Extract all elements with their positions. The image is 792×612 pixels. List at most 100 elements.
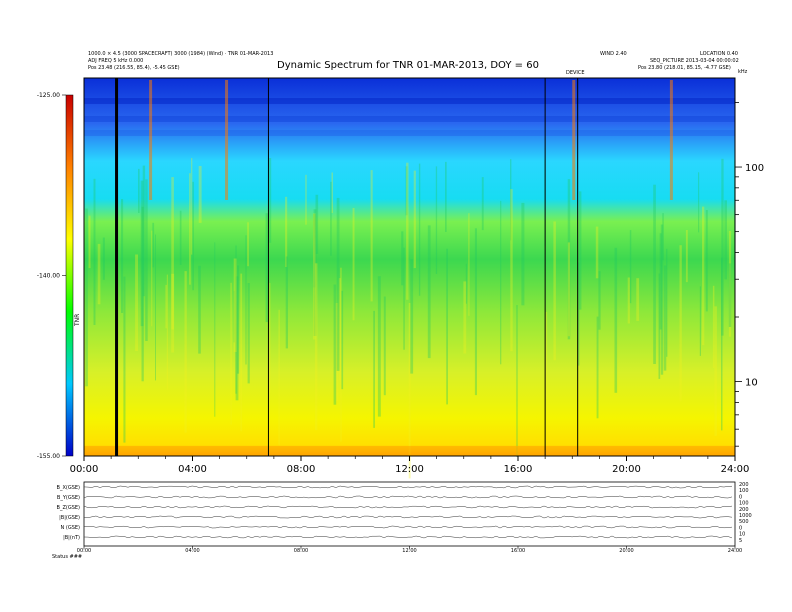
bottom-right-tick-label: 500 [739, 519, 749, 525]
spectrogram-streak [567, 242, 570, 337]
spectrogram-streak [305, 174, 307, 225]
spectrogram-streak [406, 162, 409, 300]
header-right-line4: Pos 23.80 (218.01, 85.15, -4.77 GSE) [638, 65, 731, 71]
x-tick-label: 12:00 [395, 464, 424, 475]
y-top-label: kHz [738, 69, 748, 75]
bottom-panel-frame [83, 481, 736, 547]
spectrogram-streak [313, 213, 316, 340]
spectrogram-features [84, 80, 736, 479]
y-tick-label: 100 [745, 163, 764, 174]
spectrogram-streak [721, 257, 723, 431]
spectrogram-streak [418, 163, 421, 296]
x-tick-label: 00:00 [70, 464, 99, 475]
bottom-right-tick-label: 0 [739, 525, 742, 531]
spectrogram-streak [553, 221, 556, 361]
spectrogram-streak [662, 213, 664, 261]
spectrogram-streak [166, 274, 168, 390]
spectrogram-streak [123, 276, 126, 443]
bottom-row-trace [83, 525, 733, 529]
spectrogram-streak [545, 311, 548, 399]
spectrogram-streak [666, 248, 668, 357]
bottom-row-trace [83, 515, 733, 519]
spectrogram-streak [102, 237, 105, 280]
spectrogram-streak [333, 284, 337, 405]
spectrogram-streak [331, 172, 333, 213]
bottom-x-tick-label: 00:00 [77, 548, 91, 554]
y-tick-label: 10 [745, 378, 758, 389]
spectrogram-streak [247, 222, 249, 267]
bottom-x-tick-label: 12:00 [402, 548, 416, 554]
spectrogram-streak [658, 273, 661, 379]
spectrogram-streak [97, 243, 101, 305]
header-left-line3: Pos 23.48 (216.55, 85.4), -5.45 GSE) [88, 65, 180, 71]
spectrogram-streak [341, 290, 344, 390]
spectrogram-streak [85, 208, 88, 387]
spectrogram-streak [198, 166, 202, 223]
bottom-row-label: |B|(GSE) [59, 515, 80, 521]
spectrogram-streak [138, 168, 140, 213]
header-left-line1: 1000.0 × 4.5 (3000 SPACECRAFT) 3000 (198… [88, 51, 273, 57]
spectrogram-streak [155, 234, 156, 381]
bottom-x-tick-label: 08:00 [294, 548, 308, 554]
spectrogram-streak [314, 263, 318, 431]
spectrogram-streak [724, 200, 727, 280]
bottom-panel-rows: B_X(GSE) B_Y(GSE) B_Z(GSE) |B|(GSE) N (GSE) |… [57, 485, 733, 541]
spectrogram-streak [714, 306, 717, 436]
spectrogram-streak [336, 197, 340, 371]
spectrogram-streak [142, 165, 146, 297]
spectrogram-streak [235, 245, 237, 394]
spectrogram-streak [233, 258, 237, 352]
spectrogram-streak [165, 284, 167, 329]
spectrogram-streak [171, 273, 175, 353]
spectrogram-streak [659, 233, 662, 330]
spectrogram-burst [225, 80, 229, 200]
spectrogram-streak [140, 180, 144, 327]
spectrogram-streak [233, 290, 235, 343]
y-axis-ticks: 10 100 [735, 102, 764, 447]
spectrogram-streak [145, 179, 148, 341]
bottom-x-tick-label: 04:00 [185, 548, 199, 554]
spectrogram-streak [179, 210, 182, 265]
x-tick-label: 24:00 [721, 464, 750, 475]
chart-title: Dynamic Spectrum for TNR 01-MAR-2013, DO… [277, 60, 539, 71]
spectrogram-streak [88, 215, 91, 269]
bottom-right-tick-label: 100 [739, 501, 749, 507]
spectrogram-base-band [84, 446, 735, 456]
spectrogram-streak [510, 189, 513, 352]
bottom-row-label: B_X(GSE) [57, 485, 81, 491]
spectrogram-streak [500, 200, 502, 365]
spectrogram-streak [237, 265, 240, 374]
spectrogram-streak [370, 170, 373, 302]
bottom-row-trace [83, 485, 733, 489]
spectrogram-streak [352, 208, 355, 321]
spectrogram-streak [427, 225, 431, 359]
header-right-line3: SEQ_PICTURE 2013-03-04 00:00:02 [650, 58, 739, 64]
spectrogram-streak [214, 242, 216, 417]
bottom-row-label: |B|(nT) [63, 535, 80, 541]
vertical-event-lines [115, 78, 579, 456]
spectrogram-streak [445, 161, 447, 232]
spectrogram-streak [510, 159, 512, 241]
spectrogram-streak [191, 158, 193, 255]
spectrogram-streak [516, 305, 518, 457]
spectrogram-streak [268, 158, 272, 243]
spectrogram-streak [377, 276, 381, 417]
spectrogram-streak [313, 209, 317, 336]
spectrogram-band [84, 116, 735, 122]
spectrogram-streak [408, 303, 411, 479]
spectrogram-streak [578, 262, 580, 366]
spectrogram-streak [330, 181, 332, 256]
spectrogram-streak [705, 210, 708, 312]
spectrogram-streak [629, 230, 632, 304]
x-tick-label: 08:00 [287, 464, 316, 475]
spectrogram-streak [171, 177, 174, 330]
spectrogram-streak [121, 199, 124, 313]
footer-label: Status ### [52, 554, 82, 560]
spectrogram-streak [285, 256, 288, 349]
spectrogram-streak [728, 231, 732, 337]
spectrogram-streak [699, 286, 701, 356]
spectrogram-streak [240, 273, 243, 432]
spectrogram-streak [435, 166, 438, 274]
colorbar-tick-label: -125.00 [37, 92, 60, 99]
colorbar-ticks: -125.00 -140.00 -155.00 [37, 92, 66, 460]
